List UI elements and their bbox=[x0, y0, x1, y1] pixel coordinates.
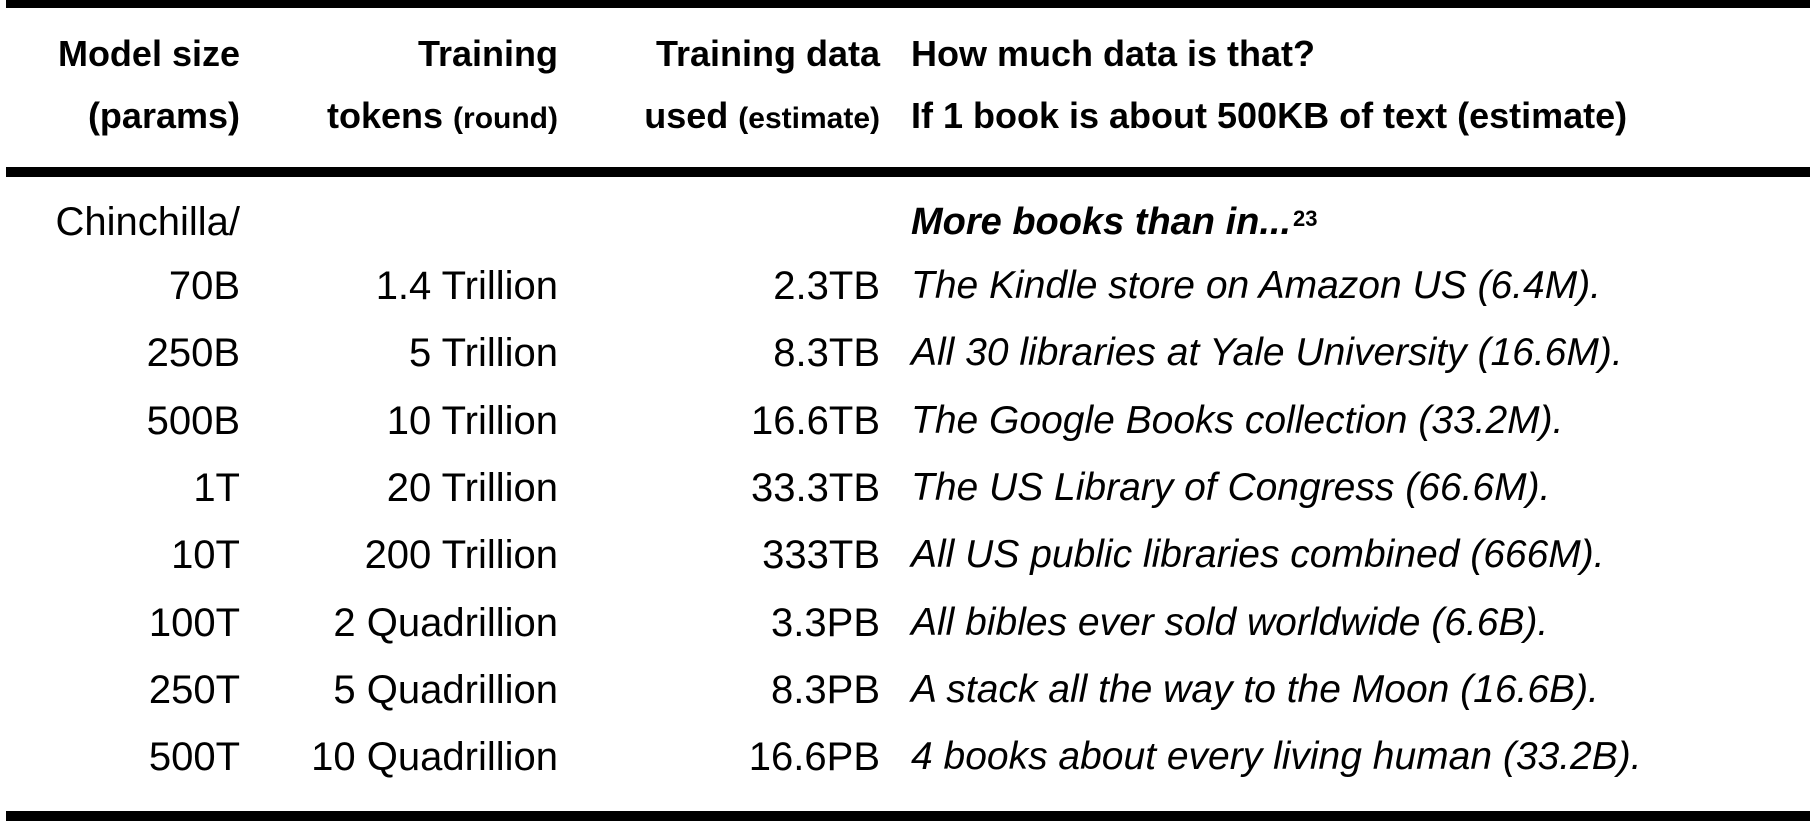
intro-description: More books than in...23 bbox=[911, 203, 1318, 241]
cell-model-size: 70B bbox=[168, 264, 240, 308]
footnote-marker: 23 bbox=[1293, 206, 1318, 231]
header-how-much-data: How much data is that? bbox=[911, 33, 1316, 74]
cell-training-data: 2.3TB bbox=[773, 264, 880, 308]
header-book-estimate: If 1 book is about 500KB of text (estima… bbox=[911, 95, 1628, 136]
cell-training-data: 8.3TB bbox=[773, 331, 880, 375]
cell-training-data: 16.6PB bbox=[748, 735, 880, 779]
cell-model-size: 250B bbox=[146, 331, 240, 375]
table-header-rule bbox=[6, 167, 1810, 177]
cell-model-size: 500B bbox=[146, 399, 240, 443]
cell-description: All 30 libraries at Yale University (16.… bbox=[911, 331, 1623, 374]
table-bottom-rule bbox=[6, 811, 1810, 821]
cell-model-size: 100T bbox=[148, 601, 240, 645]
intro-model-label: Chinchilla/ bbox=[55, 200, 240, 244]
cell-description: The US Library of Congress (66.6M). bbox=[911, 466, 1551, 509]
cell-model-size: 500T bbox=[148, 735, 240, 779]
header-training-data-sub: used (estimate) bbox=[644, 98, 880, 138]
cell-training-tokens: 10 Trillion bbox=[386, 399, 558, 443]
cell-training-data: 16.6TB bbox=[751, 399, 880, 443]
cell-description: A stack all the way to the Moon (16.6B). bbox=[911, 668, 1599, 711]
cell-training-data: 33.3TB bbox=[751, 466, 880, 510]
cell-model-size: 10T bbox=[171, 533, 240, 577]
cell-model-size: 1T bbox=[193, 466, 240, 510]
cell-description: All US public libraries combined (666M). bbox=[911, 533, 1605, 576]
cell-training-tokens: 5 Quadrillion bbox=[333, 668, 558, 712]
intro-description-text: More books than in... bbox=[911, 201, 1292, 243]
header-training-tokens: Training bbox=[417, 33, 558, 74]
header-model-size: Model size bbox=[57, 33, 240, 74]
table-top-rule bbox=[6, 0, 1810, 8]
header-training-data: Training data bbox=[655, 33, 880, 74]
cell-description: The Kindle store on Amazon US (6.4M). bbox=[911, 264, 1602, 307]
cell-description: The Google Books collection (33.2M). bbox=[911, 399, 1564, 442]
cell-training-tokens: 1.4 Trillion bbox=[375, 264, 558, 308]
header-model-size-sub: (params) bbox=[87, 95, 240, 136]
header-tokens-main: tokens bbox=[326, 95, 444, 136]
header-training-tokens-sub: tokens (round) bbox=[327, 98, 558, 138]
header-data-qualifier: (estimate) bbox=[738, 102, 880, 135]
header-tokens-qualifier: (round) bbox=[453, 102, 558, 135]
cell-training-data: 3.3PB bbox=[771, 601, 880, 645]
cell-description: All bibles ever sold worldwide (6.6B). bbox=[911, 601, 1549, 644]
cell-training-tokens: 200 Trillion bbox=[364, 533, 558, 577]
cell-model-size: 250T bbox=[148, 668, 240, 712]
header-data-main: used bbox=[644, 95, 729, 136]
cell-training-tokens: 5 Trillion bbox=[409, 331, 558, 375]
cell-training-tokens: 20 Trillion bbox=[386, 466, 558, 510]
cell-training-data: 333TB bbox=[762, 533, 880, 577]
cell-training-tokens: 10 Quadrillion bbox=[311, 735, 558, 779]
cell-training-tokens: 2 Quadrillion bbox=[333, 601, 558, 645]
cell-description: 4 books about every living human (33.2B)… bbox=[911, 735, 1642, 778]
cell-training-data: 8.3PB bbox=[771, 668, 880, 712]
